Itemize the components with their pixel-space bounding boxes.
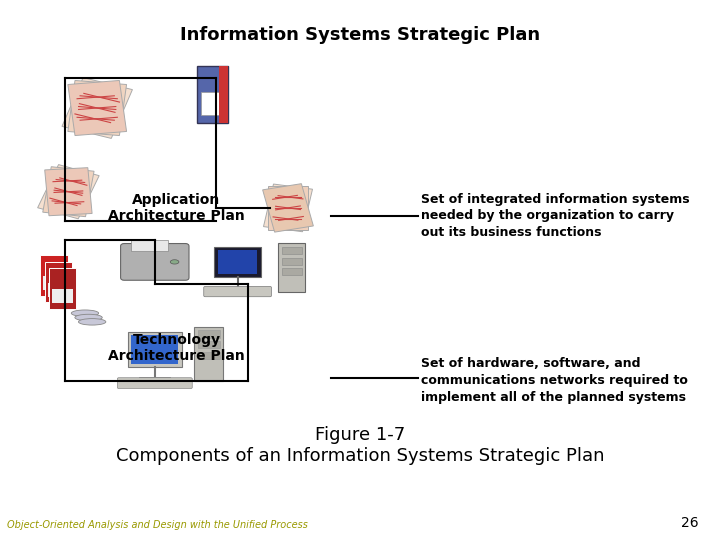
Ellipse shape — [75, 314, 102, 321]
FancyBboxPatch shape — [45, 261, 72, 302]
FancyBboxPatch shape — [117, 378, 192, 389]
FancyBboxPatch shape — [204, 286, 271, 297]
FancyBboxPatch shape — [42, 167, 94, 217]
FancyBboxPatch shape — [45, 168, 92, 215]
FancyBboxPatch shape — [194, 327, 223, 381]
FancyBboxPatch shape — [198, 352, 220, 359]
FancyBboxPatch shape — [68, 80, 127, 136]
FancyBboxPatch shape — [128, 332, 181, 367]
Text: Set of integrated information systems
needed by the organization to carry
out it: Set of integrated information systems ne… — [421, 192, 690, 240]
FancyBboxPatch shape — [282, 247, 302, 254]
FancyBboxPatch shape — [132, 334, 179, 364]
FancyBboxPatch shape — [282, 258, 302, 265]
FancyBboxPatch shape — [198, 341, 220, 348]
FancyBboxPatch shape — [52, 289, 73, 303]
FancyBboxPatch shape — [278, 243, 305, 292]
Text: Object-Oriented Analysis and Design with the Unified Process: Object-Oriented Analysis and Design with… — [7, 520, 308, 530]
FancyBboxPatch shape — [68, 80, 127, 136]
FancyBboxPatch shape — [217, 249, 258, 274]
FancyBboxPatch shape — [198, 330, 220, 338]
FancyBboxPatch shape — [43, 276, 65, 291]
Text: Information Systems Strategic Plan: Information Systems Strategic Plan — [180, 26, 540, 44]
FancyBboxPatch shape — [219, 66, 228, 123]
FancyBboxPatch shape — [49, 268, 76, 309]
Ellipse shape — [78, 319, 106, 325]
Ellipse shape — [170, 260, 179, 264]
FancyBboxPatch shape — [197, 66, 228, 123]
FancyBboxPatch shape — [282, 268, 302, 275]
FancyBboxPatch shape — [201, 92, 224, 115]
FancyBboxPatch shape — [121, 244, 189, 280]
Text: Figure 1-7: Figure 1-7 — [315, 426, 405, 444]
Text: 26: 26 — [681, 516, 698, 530]
Text: Application
Architecture Plan: Application Architecture Plan — [108, 193, 245, 223]
Text: Set of hardware, software, and
communications networks required to
implement all: Set of hardware, software, and communica… — [421, 357, 688, 404]
FancyBboxPatch shape — [132, 240, 168, 251]
Text: Components of an Information Systems Strategic Plan: Components of an Information Systems Str… — [116, 447, 604, 465]
Text: Technology
Architecture Plan: Technology Architecture Plan — [108, 333, 245, 363]
Ellipse shape — [71, 310, 99, 316]
FancyBboxPatch shape — [263, 184, 313, 232]
FancyBboxPatch shape — [62, 78, 132, 138]
FancyBboxPatch shape — [37, 165, 99, 219]
FancyBboxPatch shape — [40, 255, 68, 296]
FancyBboxPatch shape — [268, 186, 308, 230]
FancyBboxPatch shape — [215, 247, 261, 276]
FancyBboxPatch shape — [48, 282, 69, 297]
FancyBboxPatch shape — [264, 184, 312, 232]
